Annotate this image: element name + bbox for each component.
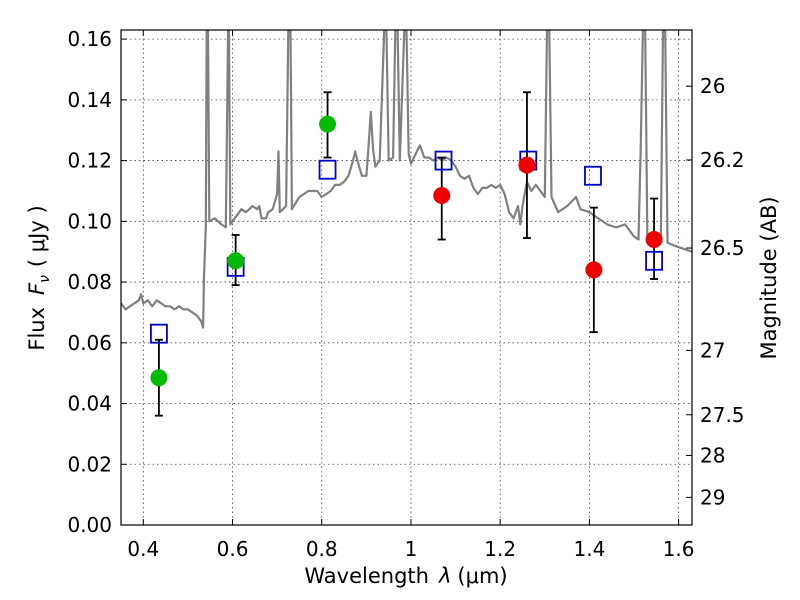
y-tick-label: 0.04 — [67, 392, 112, 416]
model-square-marker — [584, 165, 602, 186]
x-tick-label: 1.6 — [663, 537, 695, 561]
y2-tick-label: 27.5 — [700, 403, 745, 427]
green-data-point — [319, 115, 337, 133]
y-tick-label: 0.16 — [67, 27, 112, 51]
x-tick-label: 1.4 — [573, 537, 605, 561]
y-tick-label: 0.10 — [67, 209, 112, 233]
green-data-point — [227, 252, 245, 270]
y-tick-label: 0.00 — [67, 513, 112, 537]
x-tick-label: 0.8 — [306, 537, 338, 561]
y2-tick-label: 27 — [700, 338, 725, 362]
plot-area — [121, 30, 692, 417]
plot-frame — [120, 29, 693, 526]
x-tick-label: 1.2 — [484, 537, 516, 561]
model-square-marker — [150, 323, 168, 344]
model-square-marker — [318, 159, 337, 180]
x-tick-label: 0.4 — [127, 537, 159, 561]
y2-tick-label: 28 — [700, 443, 725, 467]
axis-ticks: 0.4 0.6 0.8 1 1.2 1.4 1.6 0.00 0.02 0.04 0.06 0.08 0… — [67, 27, 744, 561]
y-tick-label: 0.12 — [67, 149, 112, 173]
y-axis-label: FluxFν( μJy ) — [25, 205, 53, 350]
y2-tick-label: 26.5 — [700, 236, 745, 260]
y2-tick-label: 26.2 — [700, 148, 745, 172]
y-tick-label: 0.14 — [67, 88, 112, 112]
y-tick-label: 0.06 — [67, 331, 112, 355]
model-square-marker — [645, 250, 663, 271]
y2-tick-label: 29 — [700, 485, 725, 509]
y-tick-label: 0.02 — [67, 452, 112, 476]
y2-tick-label: 26 — [700, 74, 725, 98]
model-square-marker — [434, 150, 453, 171]
y-tick-label: 0.08 — [67, 270, 112, 294]
green-data-point — [150, 369, 168, 387]
x-axis-label: Wavelength λ (μm) — [304, 564, 507, 588]
red-data-point — [518, 156, 536, 174]
y2-axis-label: Magnitude (AB) — [757, 196, 781, 359]
spectrum-line — [121, 30, 692, 329]
grid — [121, 30, 692, 526]
x-tick-label: 1 — [405, 537, 418, 561]
red-data-point — [433, 187, 451, 205]
x-tick-label: 0.6 — [217, 537, 249, 561]
red-data-point — [585, 261, 603, 279]
red-data-point — [645, 231, 663, 249]
